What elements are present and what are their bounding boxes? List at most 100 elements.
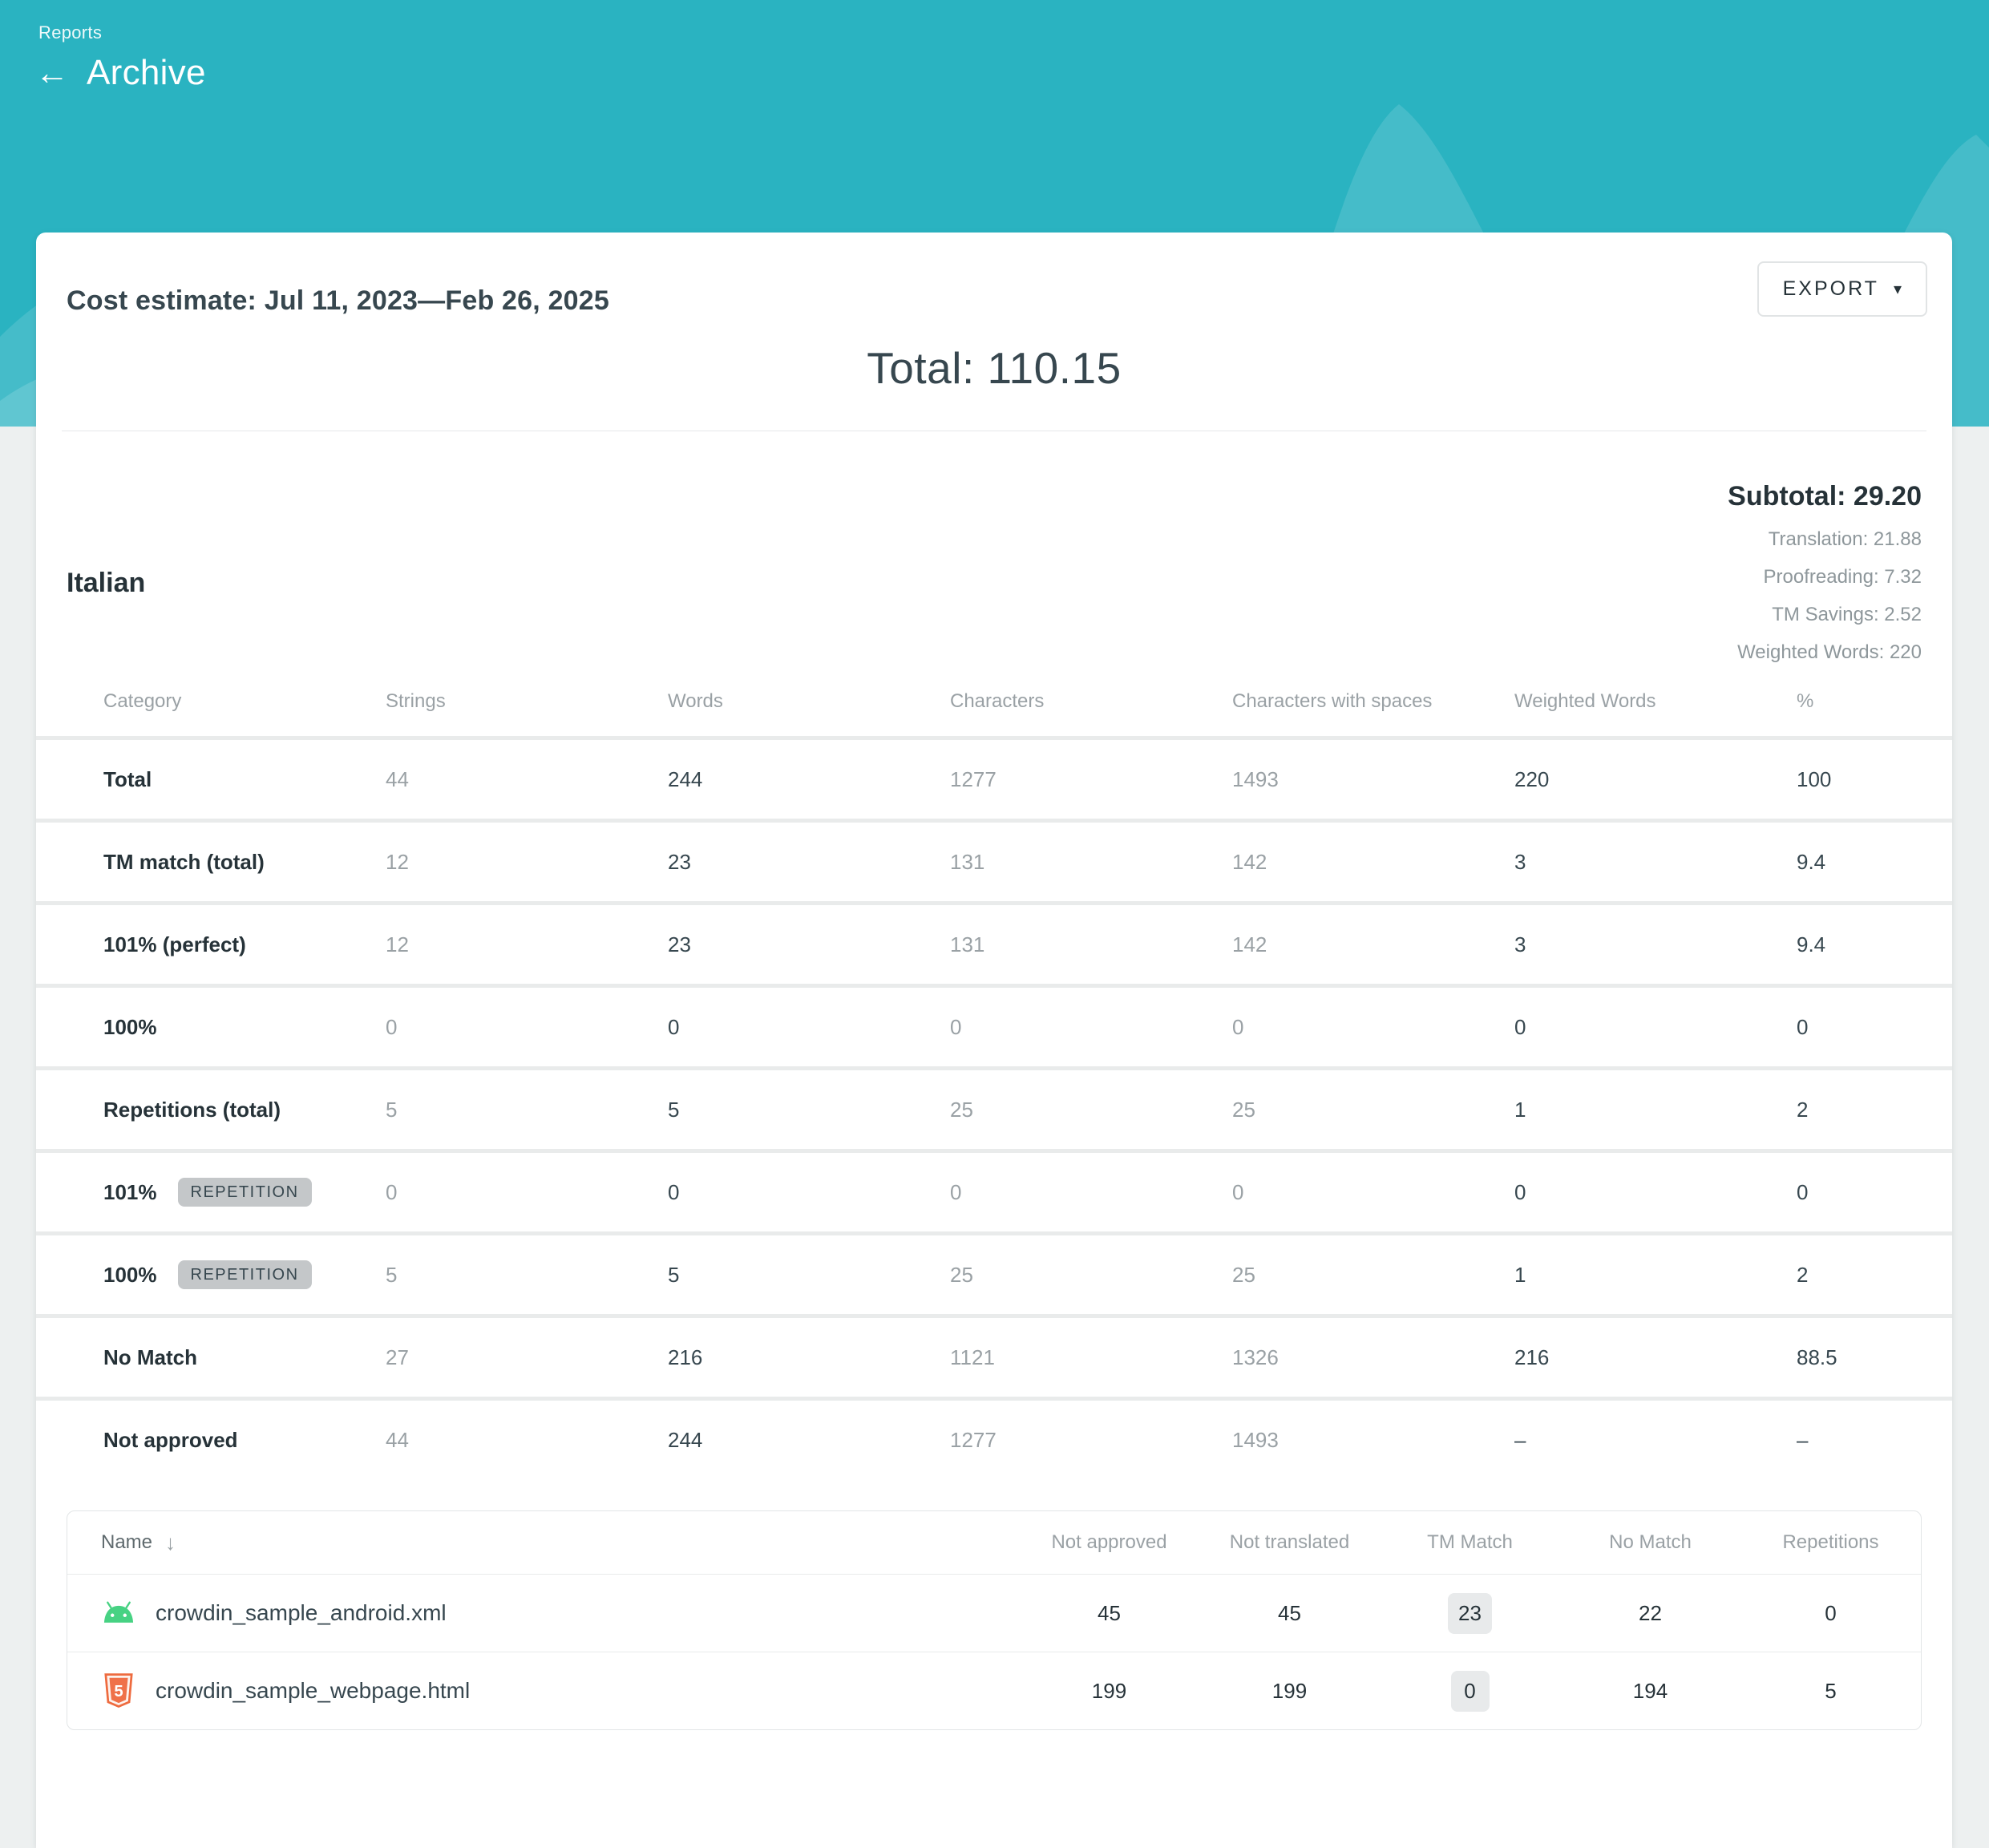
col-weighted-words: Weighted Words xyxy=(1514,689,1656,712)
cost-row-100-repetition: 100% REPETITION 5 5 25 25 1 2 xyxy=(36,1231,1952,1314)
col-strings: Strings xyxy=(386,689,446,712)
file-row-webpage[interactable]: 5 crowdin_sample_webpage.html 199 199 0 … xyxy=(67,1652,1921,1729)
strings-value: 0 xyxy=(386,1179,398,1204)
strings-value: 12 xyxy=(386,849,409,874)
cost-row-no-match: No Match 27 216 1121 1326 216 88.5 xyxy=(36,1314,1952,1397)
files-col-repetitions: Repetitions xyxy=(1782,1531,1879,1553)
strings-value: 44 xyxy=(386,1427,409,1452)
category-label: 101% (perfect) xyxy=(103,932,246,956)
chevron-down-icon: ▾ xyxy=(1893,281,1902,298)
export-button[interactable]: EXPORT ▾ xyxy=(1757,261,1927,317)
file-row-android[interactable]: crowdin_sample_android.xml 45 45 23 22 0 xyxy=(67,1574,1921,1652)
category-label: 101% xyxy=(103,1179,157,1204)
words-value: 23 xyxy=(668,932,691,956)
chars-sp-value: 0 xyxy=(1232,1179,1244,1204)
files-col-tm-match: TM Match xyxy=(1427,1531,1513,1553)
no-match-value: 194 xyxy=(1632,1678,1668,1703)
weighted-value: 1 xyxy=(1514,1097,1526,1122)
cost-row-101-repetition: 101% REPETITION 0 0 0 0 0 0 xyxy=(36,1149,1952,1231)
report-title: Cost estimate: Jul 11, 2023—Feb 26, 2025 xyxy=(67,285,610,316)
chars-sp-value: 0 xyxy=(1232,1014,1244,1039)
category-label: TM match (total) xyxy=(103,849,265,874)
cost-row-tm-match: TM match (total) 12 23 131 142 3 9.4 xyxy=(36,819,1952,901)
cost-row-repetitions: Repetitions (total) 5 5 25 25 1 2 xyxy=(36,1066,1952,1149)
strings-value: 27 xyxy=(386,1345,409,1369)
cost-table: Category Strings Words Characters Charac… xyxy=(36,666,1952,1479)
language-subtotal: Subtotal: 29.20 xyxy=(1728,481,1922,512)
chars-value: 131 xyxy=(950,932,985,956)
files-table-header: Name ↓ Not approved Not translated TM Ma… xyxy=(67,1511,1921,1574)
weighted-value: 3 xyxy=(1514,932,1526,956)
col-characters-spaces: Characters with spaces xyxy=(1232,689,1433,712)
detail-weighted-words: Weighted Words: 220 xyxy=(1737,641,1922,663)
words-value: 0 xyxy=(668,1179,680,1204)
cost-row-not-approved: Not approved 44 244 1277 1493 – – xyxy=(36,1397,1952,1479)
chars-value: 1121 xyxy=(950,1345,995,1369)
col-words: Words xyxy=(668,689,723,712)
weighted-value: 1 xyxy=(1514,1262,1526,1287)
cost-row-100: 100% 0 0 0 0 0 0 xyxy=(36,984,1952,1066)
percent-value: 9.4 xyxy=(1797,849,1826,874)
chars-value: 0 xyxy=(950,1014,962,1039)
chars-sp-value: 1493 xyxy=(1232,766,1279,791)
col-characters: Characters xyxy=(950,689,1045,712)
weighted-value: 0 xyxy=(1514,1179,1526,1204)
percent-value: 9.4 xyxy=(1797,932,1826,956)
page-title: Archive xyxy=(87,53,206,92)
repetitions-value: 0 xyxy=(1825,1600,1837,1625)
svg-text:5: 5 xyxy=(114,1683,123,1700)
not-approved-value: 45 xyxy=(1098,1600,1121,1625)
chars-value: 0 xyxy=(950,1179,962,1204)
words-value: 23 xyxy=(668,849,691,874)
files-table: Name ↓ Not approved Not translated TM Ma… xyxy=(67,1510,1922,1730)
strings-value: 12 xyxy=(386,932,409,956)
cost-table-header: Category Strings Words Characters Charac… xyxy=(36,666,1952,736)
html5-icon: 5 xyxy=(101,1673,136,1708)
strings-value: 0 xyxy=(386,1014,398,1039)
weighted-value: 3 xyxy=(1514,849,1526,874)
weighted-value: 216 xyxy=(1514,1345,1550,1369)
no-match-value: 22 xyxy=(1639,1600,1662,1625)
col-category: Category xyxy=(103,689,182,712)
detail-proofreading: Proofreading: 7.32 xyxy=(1763,566,1922,588)
col-percent: % xyxy=(1797,689,1814,712)
category-label: Repetitions (total) xyxy=(103,1097,281,1122)
chars-sp-value: 1493 xyxy=(1232,1427,1279,1452)
chars-value: 25 xyxy=(950,1262,973,1287)
words-value: 5 xyxy=(668,1262,680,1287)
chars-sp-value: 1326 xyxy=(1232,1345,1279,1369)
percent-value: – xyxy=(1797,1427,1809,1452)
words-value: 244 xyxy=(668,766,703,791)
repetitions-value: 5 xyxy=(1825,1678,1837,1703)
chars-sp-value: 142 xyxy=(1232,932,1267,956)
weighted-value: – xyxy=(1514,1427,1526,1452)
files-col-no-match: No Match xyxy=(1609,1531,1692,1553)
back-arrow-icon[interactable]: ← xyxy=(35,54,69,91)
weighted-value: 220 xyxy=(1514,766,1550,791)
not-approved-value: 199 xyxy=(1091,1678,1127,1703)
sort-arrow-down-icon: ↓ xyxy=(165,1530,176,1555)
files-col-not-translated: Not translated xyxy=(1229,1531,1350,1553)
tm-match-value: 23 xyxy=(1380,1592,1560,1634)
strings-value: 44 xyxy=(386,766,409,791)
report-card: Cost estimate: Jul 11, 2023—Feb 26, 2025… xyxy=(36,233,1952,1848)
export-label: EXPORT xyxy=(1782,277,1879,300)
detail-tm-savings: TM Savings: 2.52 xyxy=(1772,604,1922,625)
strings-value: 5 xyxy=(386,1097,398,1122)
percent-value: 0 xyxy=(1797,1014,1809,1039)
tm-match-value: 0 xyxy=(1380,1670,1560,1712)
percent-value: 100 xyxy=(1797,766,1832,791)
chars-value: 131 xyxy=(950,849,985,874)
percent-value: 2 xyxy=(1797,1262,1809,1287)
category-label: 100% xyxy=(103,1262,157,1287)
words-value: 5 xyxy=(668,1097,680,1122)
percent-value: 0 xyxy=(1797,1179,1809,1204)
report-total: Total: 110.15 xyxy=(867,343,1122,393)
file-name: crowdin_sample_webpage.html xyxy=(156,1678,471,1703)
chars-value: 25 xyxy=(950,1097,973,1122)
repetition-badge: REPETITION xyxy=(177,1178,312,1207)
files-col-not-approved: Not approved xyxy=(1051,1531,1167,1553)
breadcrumb-reports[interactable]: Reports xyxy=(38,22,103,42)
files-col-name[interactable]: Name ↓ xyxy=(101,1530,176,1555)
words-value: 0 xyxy=(668,1014,680,1039)
